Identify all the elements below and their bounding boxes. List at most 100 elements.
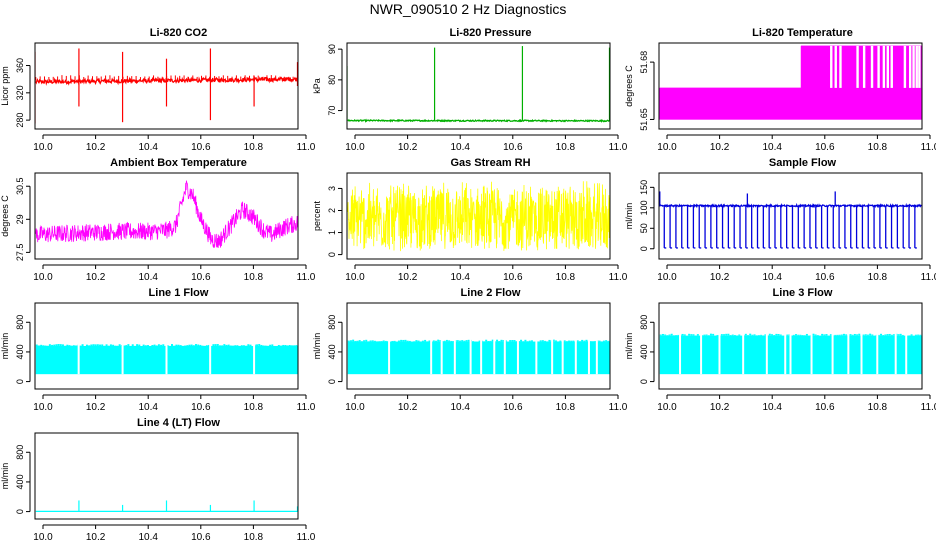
x-tick-label-4: 10.8 <box>868 142 888 153</box>
y-tick-label-1: 80 <box>327 75 337 85</box>
y-tick-label-0: 0 <box>327 252 337 257</box>
series-sample-flow <box>659 191 922 249</box>
flow-top-60 <box>166 345 169 346</box>
flow-top-39 <box>744 333 747 336</box>
flow-top-23 <box>85 344 88 346</box>
flow-top-83 <box>840 334 843 336</box>
flow-top-24 <box>712 333 715 336</box>
flow-top-42 <box>439 340 442 342</box>
flow-top-97 <box>247 344 250 346</box>
temperature-gap-7 <box>882 45 886 88</box>
flow-top-23 <box>397 340 400 342</box>
panel-title: Line 1 Flow <box>149 287 209 299</box>
x-tick-label-3: 10.6 <box>503 402 523 413</box>
x-tick-label-3: 10.6 <box>191 402 211 413</box>
flow-top-72 <box>816 335 819 336</box>
y-tick-label-2: 90 <box>327 44 337 54</box>
flow-top-117 <box>914 334 917 336</box>
flow-top-60 <box>478 340 481 342</box>
flow-top-51 <box>459 340 462 342</box>
flow-gap-9 <box>847 332 850 375</box>
series-pressure <box>347 46 610 123</box>
flow-gap-6 <box>789 332 792 375</box>
x-tick-label-4: 10.8 <box>868 272 888 283</box>
flow-top-118 <box>293 345 296 346</box>
flow-top-1 <box>349 340 352 342</box>
panel-title: Li-820 CO2 <box>150 27 207 39</box>
flow-top-65 <box>801 335 804 336</box>
flow-top-0 <box>347 340 350 342</box>
flow-top-102 <box>570 340 573 342</box>
flow-top-61 <box>792 334 795 336</box>
flow-top-6 <box>48 344 51 346</box>
flow-top-89 <box>229 345 232 346</box>
flow-top-94 <box>864 334 867 336</box>
flow-top-66 <box>491 339 494 342</box>
flow-gap-11 <box>561 338 564 375</box>
flow-top-80 <box>834 334 837 336</box>
flow-top-38 <box>118 344 121 346</box>
x-tick-label-5: 11.0 <box>609 402 628 413</box>
x-tick-label-3: 10.6 <box>503 272 523 283</box>
y-tick-label-2: 2 <box>327 208 337 213</box>
flow-top-87 <box>849 334 852 336</box>
y-axis-label: degrees C <box>624 65 634 107</box>
y-tick-label-2: 800 <box>639 315 649 330</box>
figure-title: NWR_090510 2 Hz Diagnostics <box>369 1 567 17</box>
flow-top-115 <box>286 345 289 346</box>
plot-frame <box>34 172 299 260</box>
flow-top-1 <box>37 345 40 346</box>
x-tick-label-3: 10.6 <box>815 272 835 283</box>
flow-top-84 <box>842 333 845 336</box>
flow-top-21 <box>393 340 396 342</box>
flow-line <box>659 202 922 209</box>
plot-frame <box>346 42 611 130</box>
flow-top-11 <box>683 334 686 336</box>
flow-top-2 <box>40 344 43 346</box>
flow-top-86 <box>223 344 226 346</box>
x-tick-label-2: 10.4 <box>762 272 782 283</box>
temperature-gap-12 <box>912 45 915 88</box>
flow-top-33 <box>731 334 734 336</box>
x-tick-label-1: 10.2 <box>398 402 418 413</box>
temperature-gap-2 <box>839 45 842 88</box>
plot-frame <box>346 172 611 260</box>
flow-top-36 <box>738 334 741 336</box>
flow-gap-3 <box>742 332 745 375</box>
panel-title: Li-820 Pressure <box>450 27 532 39</box>
flow-top-45 <box>757 335 760 336</box>
panel-8: Line 2 Flow 10.0 10.2 10.4 10.6 10.8 11.0 0 400 8… <box>312 287 628 413</box>
flow-top-28 <box>96 344 99 346</box>
flow-top-43 <box>753 334 756 336</box>
flow-top-31 <box>415 340 418 342</box>
flow-top-88 <box>539 340 542 342</box>
flow-top-111 <box>277 344 280 346</box>
series-line-2 <box>347 338 610 375</box>
x-tick-label-0: 10.0 <box>33 402 53 413</box>
flow-top-14 <box>66 344 69 346</box>
temperature-gap-10 <box>903 45 907 88</box>
flow-top-113 <box>594 340 597 342</box>
panel-3: Li-820 Temperature 10.0 10.2 10.4 10.6 10.8 11… <box>624 27 936 153</box>
flow-top-71 <box>814 334 817 336</box>
flow-top-98 <box>249 344 252 346</box>
flow-top-52 <box>773 334 776 336</box>
flow-top-48 <box>764 334 767 336</box>
flow-top-48 <box>452 341 455 342</box>
plot-frame <box>34 42 299 130</box>
x-tick-label-2: 10.4 <box>138 532 158 540</box>
flow-top-94 <box>240 345 243 346</box>
flow-top-100 <box>877 334 880 336</box>
flow-gap-12 <box>894 332 897 375</box>
x-tick-label-5: 11.0 <box>609 142 628 153</box>
flow-top-4 <box>356 340 359 342</box>
flow-top-90 <box>544 340 547 342</box>
flow-top-70 <box>812 333 815 336</box>
flow-top-20 <box>703 334 706 336</box>
flow-top-34 <box>421 340 424 342</box>
y-tick-label-1: 400 <box>327 344 337 359</box>
flow-top-50 <box>144 345 147 346</box>
x-tick-label-5: 11.0 <box>297 142 316 153</box>
flow-gap-13 <box>905 332 908 375</box>
y-axis-label: kPa <box>312 78 322 94</box>
